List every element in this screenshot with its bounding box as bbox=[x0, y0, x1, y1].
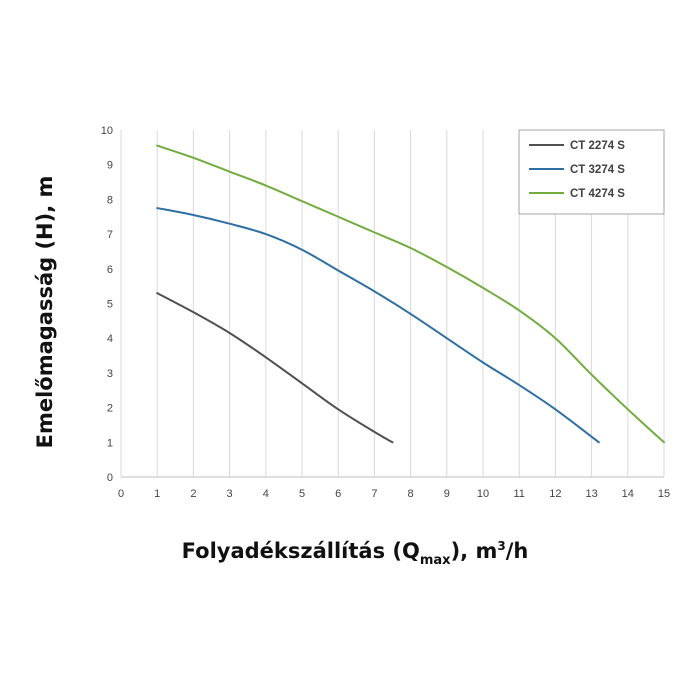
legend: CT 2274 S CT 3274 S CT 4274 S bbox=[518, 129, 665, 215]
series-layer bbox=[156, 144, 665, 444]
y-axis-label: Emelőmagasság (H), m bbox=[33, 176, 57, 449]
x-tick-label: 9 bbox=[444, 488, 450, 500]
x-tick-label: 7 bbox=[371, 488, 377, 500]
y-tick-label: 7 bbox=[107, 229, 113, 241]
y-tick-label: 2 bbox=[107, 403, 113, 415]
x-tick-label: 12 bbox=[549, 488, 561, 500]
series-line-1 bbox=[156, 207, 600, 444]
y-tick-label: 10 bbox=[101, 125, 113, 137]
y-tick-label: 1 bbox=[107, 437, 113, 449]
x-tick-label: 1 bbox=[154, 488, 160, 500]
series-line-0 bbox=[156, 292, 394, 444]
y-tick-label: 8 bbox=[107, 194, 113, 206]
x-axis-label: Folyadékszállítás (Qmax), m3/h bbox=[182, 539, 529, 568]
x-tick-label: 5 bbox=[299, 488, 305, 500]
x-tick-label: 11 bbox=[513, 488, 524, 500]
series-line-2 bbox=[156, 144, 665, 444]
y-tick-label: 4 bbox=[107, 333, 113, 345]
y-tick-label: 9 bbox=[107, 160, 113, 172]
y-tick-label: 6 bbox=[107, 264, 113, 276]
x-tick-label: 0 bbox=[118, 488, 124, 500]
legend-label: CT 2274 S bbox=[570, 140, 625, 152]
x-tick-label: 3 bbox=[227, 488, 233, 500]
x-tick-label: 14 bbox=[622, 488, 634, 500]
x-tick-label: 15 bbox=[658, 488, 670, 500]
y-tick-label: 5 bbox=[107, 299, 113, 311]
x-tick-label: 4 bbox=[263, 488, 269, 500]
legend-label: CT 3274 S bbox=[570, 164, 625, 176]
y-tick-label: 0 bbox=[107, 472, 113, 484]
x-tick-label: 13 bbox=[585, 488, 597, 500]
y-tick-label: 3 bbox=[107, 368, 113, 380]
legend-label: CT 4274 S bbox=[570, 188, 625, 200]
x-tick-label: 2 bbox=[190, 488, 196, 500]
x-tick-label: 8 bbox=[408, 488, 414, 500]
x-tick-label: 6 bbox=[335, 488, 341, 500]
x-tick-label: 10 bbox=[477, 488, 489, 500]
